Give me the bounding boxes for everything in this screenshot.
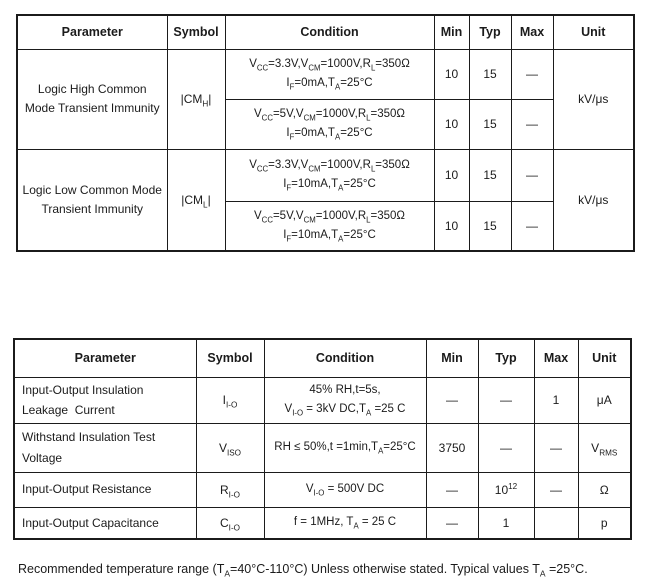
parameter-cell: Input-Output Capacitance	[13, 506, 197, 540]
symbol-cell: |CMH|	[166, 48, 226, 150]
typ-cell: 1	[477, 506, 535, 540]
parameter-cell: Input-Output Insulation Leakage Current	[13, 376, 197, 424]
max-cell: 1	[533, 376, 579, 424]
table-row: VCC=5V,VCM=1000V,RL=350Ω IF=10mA,TA=25°C …	[17, 200, 634, 252]
table-row: Logic High Common Mode Transient Immunity…	[16, 48, 635, 150]
temperature-range-note: Recommended temperature range (TA=40°C-1…	[18, 562, 588, 579]
min-cell: —	[425, 376, 479, 424]
parameter-cell: Logic Low Common Mode Transient Immunity	[16, 148, 168, 252]
col-header-max: Max	[510, 14, 554, 50]
max-cell: —	[533, 422, 579, 473]
col-header-symbol: Symbol	[195, 338, 265, 378]
condition-cell: f = 1MHz, TA = 25 C	[263, 506, 427, 540]
condition-cell: VI-O = 500V DC	[263, 471, 427, 508]
max-cell: —	[510, 148, 554, 202]
insulation-characteristics-table: Parameter Symbol Condition Min Typ Max U…	[13, 338, 632, 540]
min-cell: —	[425, 471, 479, 508]
parameter-cell: Input-Output Resistance	[13, 471, 197, 508]
col-header-typ: Typ	[468, 14, 512, 50]
col-header-parameter: Parameter	[16, 14, 168, 50]
typ-cell: 15	[468, 200, 512, 252]
min-cell: 3750	[425, 422, 479, 473]
condition-cell: VCC=3.3V,VCM=1000V,RL=350Ω IF=10mA,TA=25°…	[224, 148, 435, 202]
symbol-cell: II-O	[195, 376, 265, 424]
min-cell: —	[425, 506, 479, 540]
table-row: Withstand Insulation Test Voltage VISO RH…	[13, 422, 632, 473]
max-cell	[533, 506, 579, 540]
condition-cell: 45% RH,t=5s, VI-O = 3kV DC,TA =25 C	[263, 376, 427, 424]
condition-cell: RH ≤ 50%,t =1min,TA=25°C	[263, 422, 427, 473]
condition-cell: VCC=3.3V,VCM=1000V,RL=350Ω IF=0mA,TA=25°C	[224, 48, 435, 100]
unit-cell: p	[577, 506, 632, 540]
parameter-cell: Withstand Insulation Test Voltage	[13, 422, 197, 473]
symbol-cell: CI-O	[195, 506, 265, 540]
col-header-symbol: Symbol	[166, 14, 226, 50]
symbol-cell: VISO	[195, 422, 265, 473]
unit-cell: kV/μs	[552, 148, 635, 252]
table-row: Logic Low Common Mode Transient Immunity …	[16, 148, 635, 252]
col-header-unit: Unit	[577, 338, 632, 378]
col-header-condition: Condition	[263, 338, 427, 378]
table-row: Input-Output Insulation Leakage Current I…	[13, 376, 632, 424]
table2-header-row: Parameter Symbol Condition Min Typ Max U…	[13, 338, 632, 378]
typ-cell: 15	[468, 48, 512, 100]
min-cell: 10	[433, 200, 470, 252]
col-header-min: Min	[425, 338, 479, 378]
table1-header-row: Parameter Symbol Condition Min Typ Max U…	[16, 14, 635, 50]
transient-immunity-table: Parameter Symbol Condition Min Typ Max U…	[16, 14, 635, 252]
max-cell: —	[510, 98, 554, 150]
unit-cell: μA	[577, 376, 632, 424]
table-row: Input-Output Resistance RI-O VI-O = 500V…	[13, 471, 632, 508]
unit-cell: kV/μs	[552, 48, 635, 150]
max-cell: —	[533, 471, 579, 508]
table-row: VCC=5V,VCM=1000V,RL=350Ω IF=0mA,TA=25°C 1…	[17, 98, 634, 150]
max-cell: —	[510, 48, 554, 100]
min-cell: 10	[433, 98, 470, 150]
symbol-cell: RI-O	[195, 471, 265, 508]
typ-cell: 1012	[477, 471, 535, 508]
typ-cell: 15	[468, 148, 512, 202]
table-row: Input-Output Capacitance CI-O f = 1MHz, …	[13, 506, 632, 540]
typ-cell: 15	[468, 98, 512, 150]
col-header-condition: Condition	[224, 14, 435, 50]
col-header-min: Min	[433, 14, 470, 50]
col-header-max: Max	[533, 338, 579, 378]
col-header-parameter: Parameter	[13, 338, 197, 378]
min-cell: 10	[433, 48, 470, 100]
parameter-cell: Logic High Common Mode Transient Immunity	[16, 48, 168, 150]
condition-cell: VCC=5V,VCM=1000V,RL=350Ω IF=10mA,TA=25°C	[224, 200, 435, 252]
symbol-cell: |CML|	[166, 148, 226, 252]
typ-cell: —	[477, 376, 535, 424]
unit-cell: Ω	[577, 471, 632, 508]
unit-cell: VRMS	[577, 422, 632, 473]
min-cell: 10	[433, 148, 470, 202]
typ-cell: —	[477, 422, 535, 473]
col-header-typ: Typ	[477, 338, 535, 378]
col-header-unit: Unit	[552, 14, 635, 50]
condition-cell: VCC=5V,VCM=1000V,RL=350Ω IF=0mA,TA=25°C	[224, 98, 435, 150]
max-cell: —	[510, 200, 554, 252]
